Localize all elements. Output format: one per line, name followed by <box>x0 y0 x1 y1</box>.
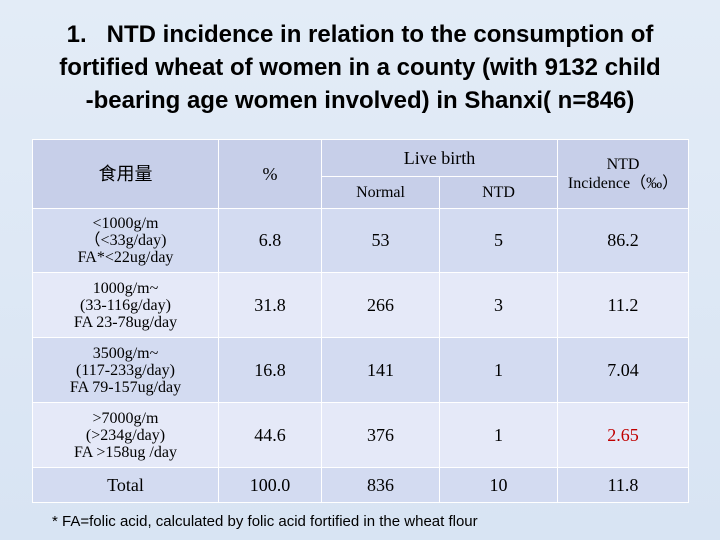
row-ntd: 3 <box>438 272 559 338</box>
row-normal: 141 <box>321 337 440 403</box>
row-ntd: 5 <box>438 208 559 273</box>
header-ntd: NTD <box>438 176 559 209</box>
table-row: >7000g/m (>234g/day) FA >158ug /day 44.6… <box>32 402 690 468</box>
row-category: >7000g/m (>234g/day) FA >158ug /day <box>32 402 219 468</box>
row-incidence: 86.2 <box>557 208 690 273</box>
ntd-incidence-table: 食用量 % Live birth NTD Incidence（‰） Normal… <box>32 139 690 503</box>
row-incidence: 11.2 <box>557 272 690 338</box>
row-category: <1000g/m （<33g/day) FA*<22ug/day <box>32 208 219 273</box>
total-row: Total 100.0 836 10 11.8 <box>32 467 690 503</box>
row-percent: 6.8 <box>218 208 322 273</box>
total-percent: 100.0 <box>218 467 322 503</box>
title-line-2: fortified wheat of women in a county (wi… <box>59 54 661 81</box>
row-category: 1000g/m~ (33-116g/day) FA 23-78ug/day <box>32 272 219 338</box>
header-row-sub: Normal NTD <box>33 176 689 209</box>
title-line-3: -bearing age women involved) in Shanxi( … <box>85 87 635 114</box>
footnote: * FA=folic acid, calculated by folic aci… <box>52 513 478 530</box>
total-incidence: 11.8 <box>557 467 690 503</box>
title-line-1: 1. NTD incidence in relation to the cons… <box>66 21 654 48</box>
header-normal: Normal <box>321 176 440 209</box>
slide-title: 1. NTD incidence in relation to the cons… <box>0 18 720 117</box>
header-incidence: NTD Incidence（‰） <box>557 139 690 209</box>
header-intake: 食用量 <box>32 139 219 209</box>
row-normal: 266 <box>321 272 440 338</box>
table-row: 1000g/m~ (33-116g/day) FA 23-78ug/day 31… <box>32 272 690 338</box>
total-ntd: 10 <box>438 467 559 503</box>
header-percent: % <box>218 139 322 209</box>
row-ntd: 1 <box>438 337 559 403</box>
row-percent: 44.6 <box>218 402 322 468</box>
row-normal: 376 <box>321 402 440 468</box>
row-ntd: 1 <box>438 402 559 468</box>
row-incidence-highlight: 2.65 <box>557 402 690 468</box>
row-normal: 53 <box>321 208 440 273</box>
row-incidence: 7.04 <box>557 337 690 403</box>
table-row: 3500g/m~ (117-233g/day) FA 79-157ug/day … <box>32 337 690 403</box>
row-percent: 31.8 <box>218 272 322 338</box>
table-row: <1000g/m （<33g/day) FA*<22ug/day 6.8 53 … <box>32 208 690 273</box>
header-row-top: 食用量 % Live birth NTD Incidence（‰） <box>32 139 690 209</box>
header-live-birth: Live birth <box>320 139 559 177</box>
row-category: 3500g/m~ (117-233g/day) FA 79-157ug/day <box>32 337 219 403</box>
row-percent: 16.8 <box>218 337 322 403</box>
total-normal: 836 <box>321 467 440 503</box>
total-label: Total <box>32 467 219 503</box>
